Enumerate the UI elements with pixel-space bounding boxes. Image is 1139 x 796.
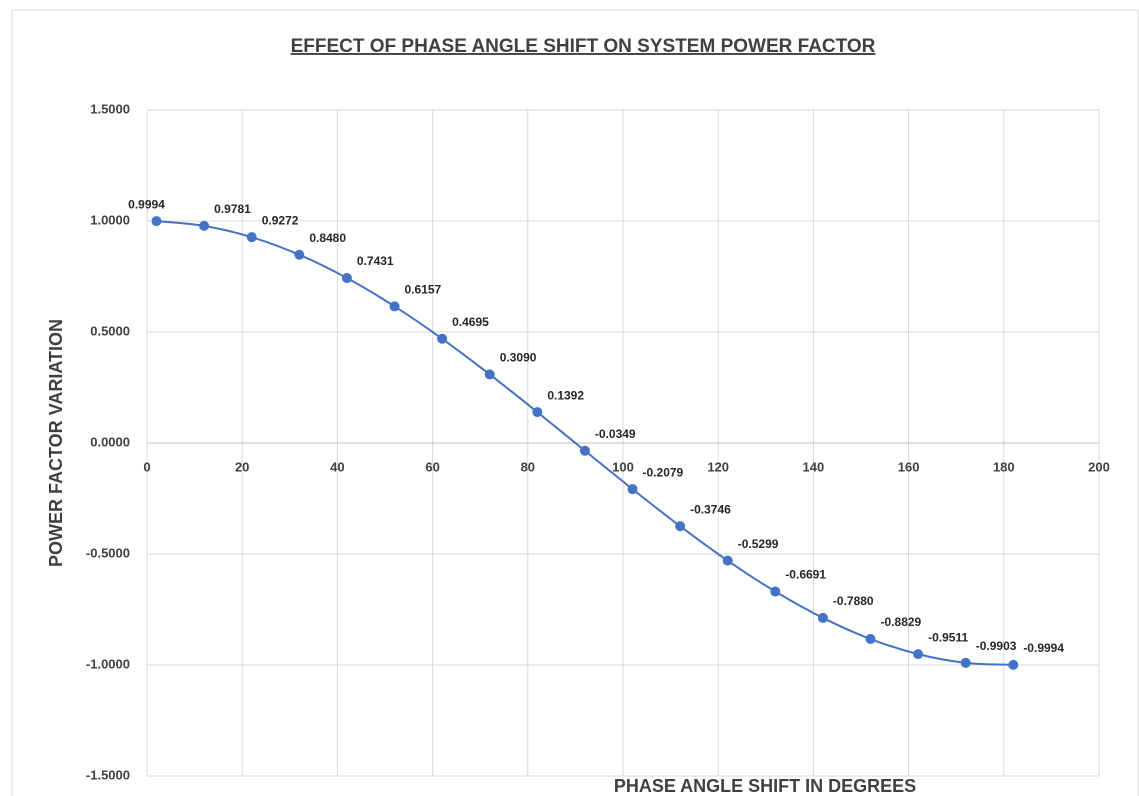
data-label: -0.9511 [928, 630, 968, 644]
y-tick-label: -1.5000 [86, 767, 130, 782]
y-tick-label: 0.0000 [90, 434, 130, 449]
data-label: 0.6157 [405, 282, 442, 296]
data-point [294, 249, 305, 260]
data-label: 0.1392 [547, 388, 584, 402]
data-point [389, 301, 400, 312]
data-point [1008, 659, 1019, 670]
x-tick-label: 100 [612, 459, 634, 474]
y-tick-label: 0.5000 [90, 323, 130, 338]
data-label: -0.9903 [976, 639, 1017, 653]
data-point [817, 612, 828, 623]
data-label: 0.3090 [500, 351, 537, 365]
data-point [960, 657, 971, 668]
data-label: -0.8829 [881, 615, 922, 629]
y-tick-label: 1.0000 [90, 212, 130, 227]
data-point [675, 521, 686, 532]
data-label: -0.3746 [690, 502, 731, 516]
data-label: 0.9994 [128, 197, 165, 211]
x-tick-label: 200 [1088, 459, 1110, 474]
data-point [341, 273, 352, 284]
data-point [532, 407, 543, 418]
data-label: 0.4695 [452, 315, 489, 329]
data-point [770, 586, 781, 597]
x-tick-label: 60 [425, 459, 439, 474]
data-point [151, 216, 162, 227]
data-label: -0.9994 [1023, 641, 1064, 655]
data-label: -0.2079 [643, 465, 684, 479]
data-point [246, 232, 257, 243]
x-tick-label: 120 [707, 459, 729, 474]
chart-title: EFFECT OF PHASE ANGLE SHIFT ON SYSTEM PO… [291, 36, 876, 57]
data-label: 0.8480 [309, 231, 346, 245]
x-tick-label: 0 [143, 459, 150, 474]
x-tick-label: 140 [803, 459, 825, 474]
data-label: -0.0349 [595, 427, 636, 441]
y-tick-label: -1.0000 [86, 656, 130, 671]
data-point [627, 484, 638, 495]
data-point [865, 634, 876, 645]
data-point [913, 649, 924, 660]
data-label: 0.9272 [262, 213, 299, 227]
x-tick-label: 20 [235, 459, 249, 474]
x-tick-label: 80 [521, 459, 535, 474]
chart-border [11, 9, 1139, 796]
y-tick-label: 1.5000 [90, 101, 130, 116]
data-label: -0.6691 [785, 568, 826, 582]
data-label: -0.5299 [738, 537, 779, 551]
data-label: 0.9781 [214, 202, 251, 216]
y-axis-label: POWER FACTOR VARIATION [46, 319, 66, 567]
x-tick-label: 180 [993, 459, 1015, 474]
x-tick-label: 40 [330, 459, 344, 474]
x-tick-label: 160 [898, 459, 920, 474]
x-axis-label: PHASE ANGLE SHIFT IN DEGREES [614, 776, 916, 796]
data-point [484, 369, 495, 380]
data-point [437, 333, 448, 344]
y-tick-label: -0.5000 [86, 545, 130, 560]
data-label: -0.7880 [833, 594, 874, 608]
data-point [722, 555, 733, 566]
data-point [579, 445, 590, 456]
data-label: 0.7431 [357, 254, 394, 268]
data-point [199, 220, 210, 231]
